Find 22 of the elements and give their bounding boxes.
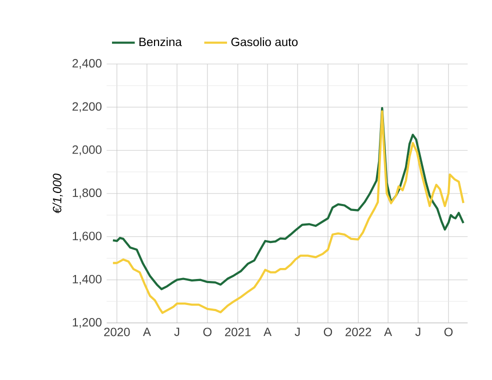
x-tick-label: O	[444, 328, 453, 336]
x-tick-label: A	[384, 328, 392, 336]
y-tick-label: 2,200	[72, 102, 102, 112]
x-tick-label: A	[142, 328, 151, 336]
x-tick-label: A	[264, 328, 272, 336]
y-tick-label: 1,800	[72, 188, 102, 198]
x-tick-label: J	[174, 328, 180, 336]
x-tick-label: 2022	[346, 328, 372, 336]
legend-label: Gasolio auto	[231, 37, 298, 46]
y-tick-label: 1,600	[72, 232, 102, 242]
x-tick-label: 2020	[104, 328, 130, 336]
y-tick-label: 2,000	[72, 145, 102, 156]
x-tick-label: 2021	[225, 328, 251, 336]
y-tick-label: 1,400	[72, 274, 102, 285]
y-axis-title: €/1,000	[52, 174, 63, 214]
y-tick-label: 1,200	[72, 318, 102, 328]
y-tick-label: 2,400	[72, 59, 102, 69]
x-tick-label: J	[415, 328, 420, 336]
x-tick-label: O	[203, 328, 212, 336]
x-tick-label: J	[294, 328, 300, 336]
x-tick-label: O	[324, 328, 332, 336]
legend-label: Benzina	[139, 37, 182, 46]
